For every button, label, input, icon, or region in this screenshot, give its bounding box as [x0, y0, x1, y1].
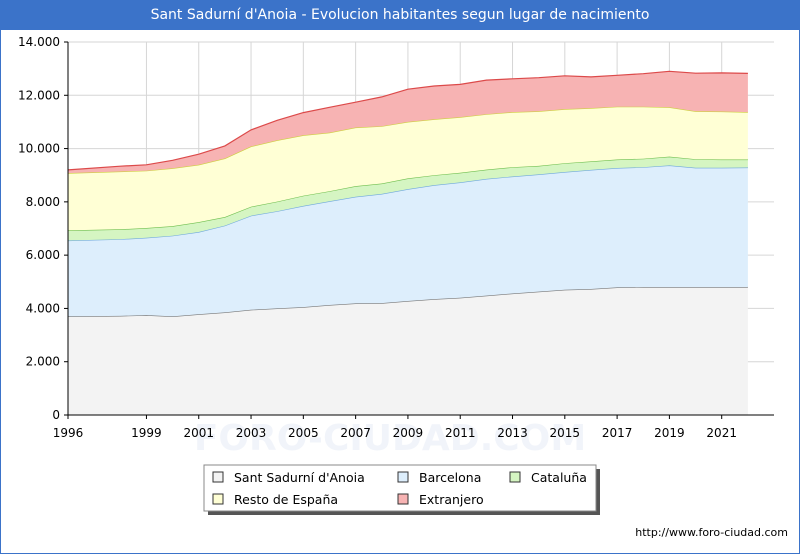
y-tick-label-5: 10.000	[18, 142, 60, 156]
x-tick-label-10: 2017	[602, 426, 633, 440]
area-top-line-4	[67, 70, 748, 171]
area-2	[68, 156, 748, 241]
x-tick-labels: 1996 1999 2001 2003 2005 2007 2009 2011 2013 2015…	[53, 415, 737, 440]
watermark: FORO-CIUDAD.COM	[194, 418, 586, 459]
x-tick-label-6: 2009	[393, 426, 424, 440]
x-tick-label-9: 2015	[550, 426, 581, 440]
footer-url[interactable]: http://www.foro-ciudad.com	[635, 526, 788, 539]
legend-swatch-1	[397, 471, 409, 483]
y-tick-labels: 0 2.000 4.000 6.000 8.000 10.000 12.000 14.000	[18, 35, 68, 422]
legend-label-3: Resto de España	[234, 492, 338, 507]
x-tick-label-12: 2021	[706, 426, 737, 440]
area-4	[68, 71, 748, 174]
legend-label-4: Extranjero	[419, 492, 484, 507]
area-0	[68, 287, 748, 415]
x-tick-label-11: 2019	[654, 426, 685, 440]
y-tick-label-7: 14.000	[18, 35, 60, 49]
x-tick-label-4: 2005	[288, 426, 319, 440]
legend-swatch-4	[397, 493, 409, 505]
y-tick-label-6: 12.000	[18, 88, 60, 102]
x-tick-label-8: 2013	[497, 426, 528, 440]
x-tick-label-0: 1996	[53, 426, 84, 440]
x-tick-label-3: 2003	[236, 426, 267, 440]
y-tick-label-1: 2.000	[26, 355, 60, 369]
legend-swatch-2	[509, 471, 521, 483]
x-tick-label-7: 2011	[445, 426, 476, 440]
legend-swatch-0	[212, 471, 224, 483]
area-3	[68, 106, 748, 231]
y-tick-label-2: 4.000	[26, 301, 60, 315]
legend-label-0: Sant Sadurní d'Anoia	[234, 470, 365, 485]
area-series	[67, 70, 748, 415]
legend-swatch-3	[212, 493, 224, 505]
y-tick-label-4: 8.000	[26, 195, 60, 209]
legend-label-2: Cataluña	[531, 470, 587, 485]
y-tick-label-0: 0	[52, 408, 60, 422]
chart-title: Sant Sadurní d'Anoia - Evolucion habitan…	[0, 0, 800, 30]
x-tick-label-1: 1999	[131, 426, 162, 440]
y-tick-label-3: 6.000	[26, 248, 60, 262]
x-tick-label-2: 2001	[183, 426, 214, 440]
x-tick-label-5: 2007	[340, 426, 371, 440]
area-1	[68, 165, 748, 317]
axes	[67, 42, 774, 416]
legend: Sant Sadurní d'Anoia Barcelona Cataluña Res…	[203, 464, 600, 515]
legend-label-1: Barcelona	[419, 470, 481, 485]
